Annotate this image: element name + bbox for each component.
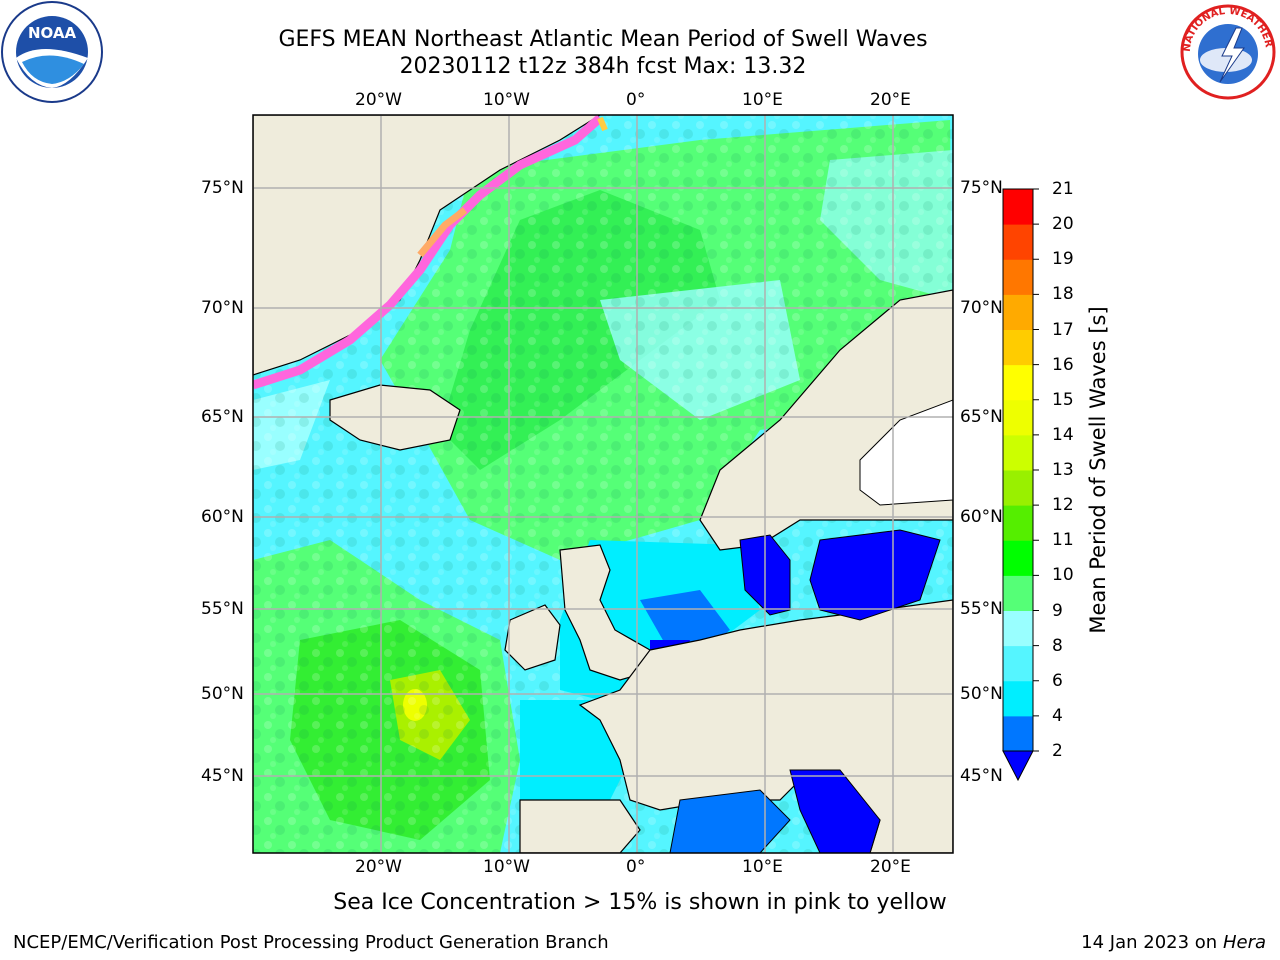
lat-label-right-55n: 55°N xyxy=(960,599,1003,619)
colorbar-segment xyxy=(1003,294,1033,330)
lat-label-left-75n: 75°N xyxy=(201,178,244,198)
sea-ice-edge xyxy=(253,115,603,390)
greenland-land xyxy=(253,115,602,376)
lat-label-right-50n: 50°N xyxy=(960,684,1003,704)
lon-label-bottom-20e: 20°E xyxy=(870,857,911,877)
colorbar-segment xyxy=(1003,364,1033,401)
colorbar-segment xyxy=(1003,610,1033,647)
colorbar-tick-label: 12 xyxy=(1052,495,1074,516)
colorbar-segment xyxy=(1003,505,1033,541)
colorbar-tick-label: 10 xyxy=(1052,565,1074,586)
colorbar-tick-label: 21 xyxy=(1052,179,1074,199)
colorbar-segment xyxy=(1003,680,1033,717)
lat-label-right-65n: 65°N xyxy=(960,407,1003,427)
lon-label-top-10w: 10°W xyxy=(483,90,530,110)
colorbar-tick-label: 14 xyxy=(1052,424,1074,445)
colorbar-tick-label: 18 xyxy=(1052,284,1074,305)
graticule xyxy=(253,115,953,853)
colorbar-tick-label: 17 xyxy=(1052,319,1074,340)
adriatic-water xyxy=(789,769,881,853)
med-water-west xyxy=(669,789,791,853)
colorbar-tick-label: 4 xyxy=(1052,705,1063,726)
colorbar-frame xyxy=(1002,188,1034,752)
iberia-land xyxy=(519,799,641,853)
lat-label-right-45n: 45°N xyxy=(960,766,1003,786)
colorbar-segment xyxy=(1003,470,1033,506)
lon-label-bottom-0: 0° xyxy=(626,857,646,877)
colorbar-tick-label: 8 xyxy=(1052,635,1063,656)
lon-label-bottom-10e: 10°E xyxy=(742,857,783,877)
date-stamp: 14 Jan 2023 on Hera xyxy=(1081,932,1266,953)
map-frame xyxy=(252,114,954,854)
chart-title: GEFS MEAN Northeast Atlantic Mean Period… xyxy=(278,27,928,52)
noaa-logo: NOAA xyxy=(0,0,104,108)
colorbar-segment xyxy=(1003,715,1033,752)
colorbar-segment xyxy=(1003,329,1033,366)
nws-logo: NATIONAL WEATHER SERVICE xyxy=(1172,0,1280,108)
colorbar-segment xyxy=(1003,224,1033,260)
colorbar-segment xyxy=(1003,645,1033,682)
svg-text:NOAA: NOAA xyxy=(28,24,77,42)
lon-label-top-20w: 20°W xyxy=(355,90,402,110)
lat-label-right-70n: 70°N xyxy=(960,298,1003,318)
colorbar-tick-label: 15 xyxy=(1052,389,1074,410)
lat-label-left-70n: 70°N xyxy=(201,298,244,318)
lat-label-right-75n: 75°N xyxy=(960,178,1003,198)
colorbar-segment xyxy=(1003,575,1033,611)
colorbar-tick-label: 13 xyxy=(1052,460,1074,480)
colorbar-segment xyxy=(1003,434,1033,471)
producer-credit: NCEP/EMC/Verification Post Processing Pr… xyxy=(13,932,609,953)
colorbar-tick-label: 9 xyxy=(1052,600,1063,621)
colorbar-tick-label: 6 xyxy=(1052,670,1063,691)
lat-label-left-60n: 60°N xyxy=(201,507,244,527)
ireland-land xyxy=(504,604,561,671)
colorbar-tick-label: 20 xyxy=(1052,214,1074,235)
lat-label-left-55n: 55°N xyxy=(201,599,244,619)
lon-label-bottom-10w: 10°W xyxy=(483,857,530,877)
lat-label-left-50n: 50°N xyxy=(201,684,244,704)
colorbar-extend-triangle xyxy=(1002,750,1034,782)
lon-label-top-10e: 10°E xyxy=(742,90,783,110)
colorbar-segment xyxy=(1003,540,1033,576)
colorbar-label: Mean Period of Swell Waves [s] xyxy=(1086,306,1110,634)
colorbar-tick-label: 16 xyxy=(1052,354,1074,375)
lat-label-left-65n: 65°N xyxy=(201,407,244,427)
sea-ice-footnote: Sea Ice Concentration > 15% is shown in … xyxy=(333,890,947,915)
lat-label-left-45n: 45°N xyxy=(201,766,244,786)
colorbar-segment xyxy=(1003,189,1033,225)
lon-label-bottom-20w: 20°W xyxy=(355,857,402,877)
colorbar-segment xyxy=(1003,399,1033,436)
lon-label-top-20e: 20°E xyxy=(870,90,911,110)
baltic-water xyxy=(809,529,941,621)
colorbar-segment xyxy=(1003,259,1033,295)
colorbar-tick-label: 2 xyxy=(1052,741,1063,761)
bothnia-ice xyxy=(859,399,953,506)
chart-subtitle: 20230112 t12z 384h fcst Max: 13.32 xyxy=(399,54,807,79)
colorbar-tick-label: 19 xyxy=(1052,249,1074,270)
lat-label-right-60n: 60°N xyxy=(960,507,1003,527)
lon-label-top-0: 0° xyxy=(626,90,646,110)
colorbar-tick-label: 11 xyxy=(1052,530,1074,551)
